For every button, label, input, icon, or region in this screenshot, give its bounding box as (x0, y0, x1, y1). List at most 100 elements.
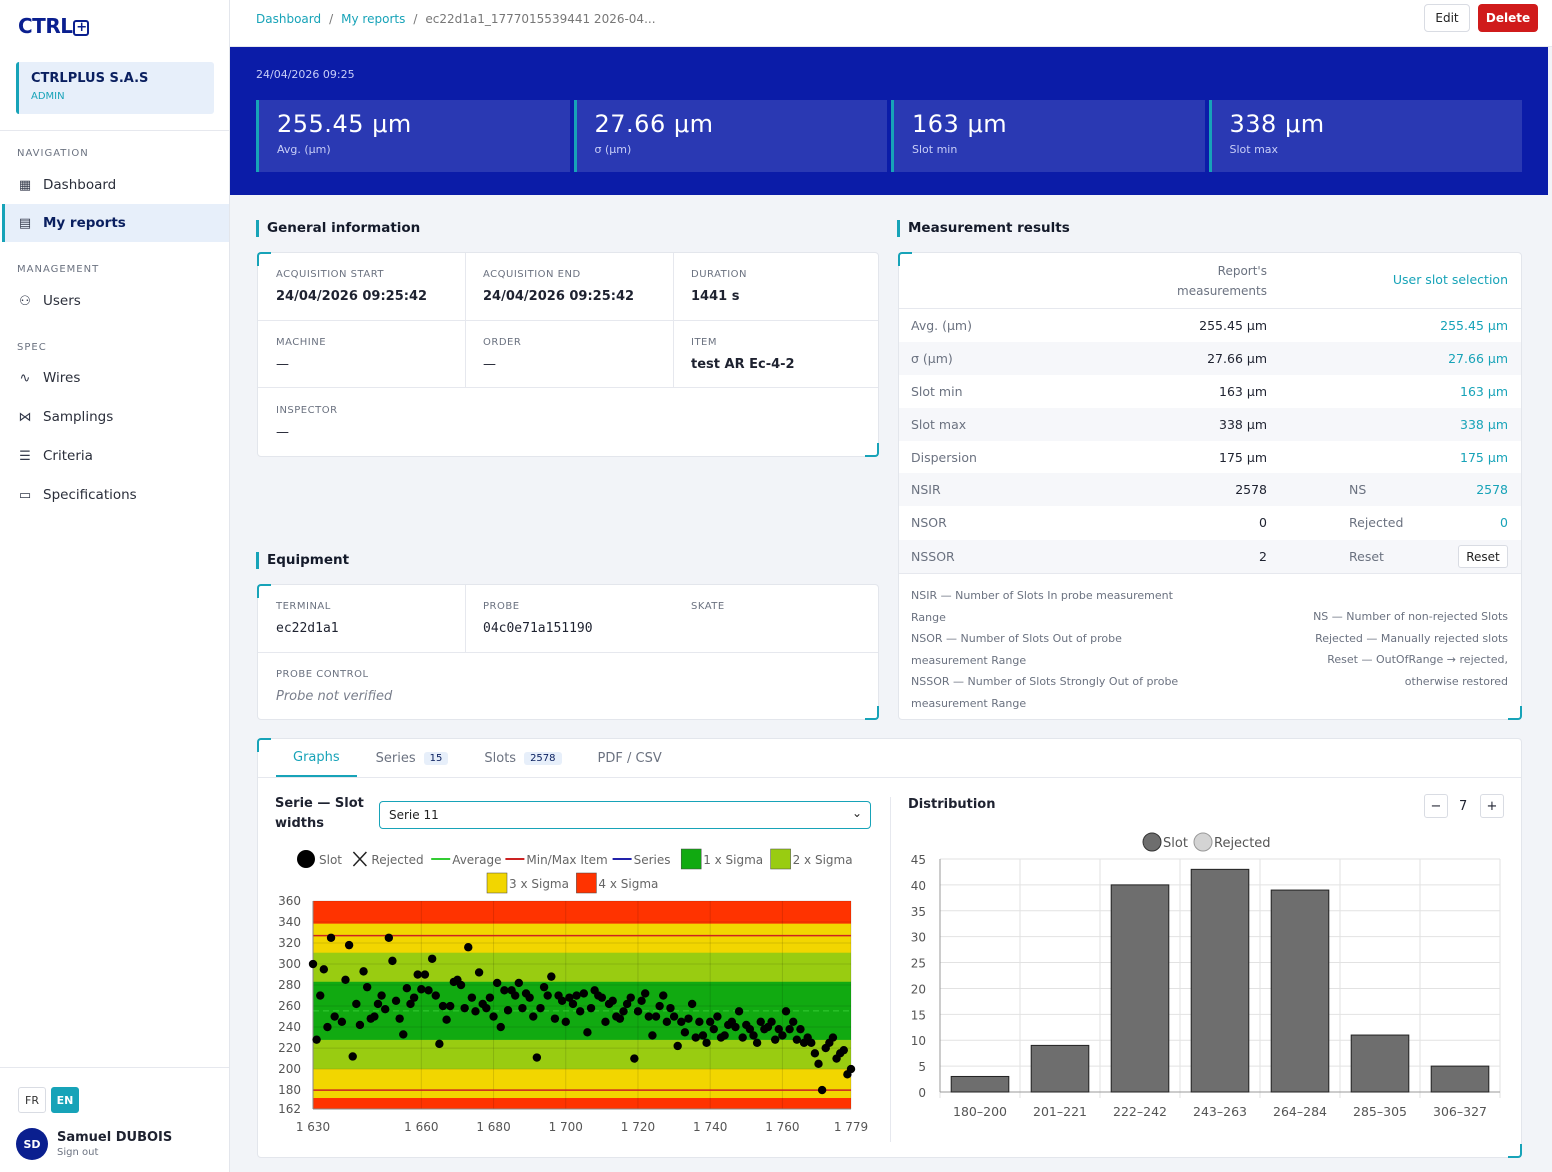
slot-point (738, 1033, 747, 1042)
divider (465, 320, 466, 387)
tab-series[interactable]: Series 15 (359, 739, 466, 777)
organization-role: ADMIN (31, 91, 65, 102)
reset-button[interactable]: Reset (1458, 545, 1508, 568)
y-tick-label: 320 (278, 936, 301, 950)
y-tick-label: 180 (278, 1083, 301, 1097)
legend-sigma-swatch (680, 848, 702, 870)
sidebar-item-dashboard[interactable]: ▦ Dashboard (2, 166, 229, 204)
x-tick-label: 180–200 (953, 1104, 1007, 1119)
slot-point (529, 1012, 538, 1021)
breadcrumb-current: ec22d1a1_1777015539441 2026-04... (425, 12, 656, 26)
y-tick-label: 162 (278, 1102, 301, 1116)
breadcrumb: Dashboard / My reports / ec22d1a1_177701… (256, 12, 656, 26)
slot-point (467, 993, 477, 1002)
probe-control: PROBE CONTROL Probe not verified (258, 653, 410, 720)
slot-point (586, 1003, 596, 1013)
acquisition-end: ACQUISITION END 24/04/2026 09:25:42 (465, 253, 652, 320)
slot-point (370, 1012, 379, 1021)
delete-button[interactable]: Delete (1478, 4, 1538, 32)
distribution-chart: Slot Rejected 45 40 35 30 25 20 15 10 5 0 180–200 201… (911, 832, 1501, 1119)
legend-label: Series (634, 853, 671, 867)
slot-point (644, 1012, 653, 1021)
distribution-bar (1110, 884, 1170, 1093)
x-tick-label: 201–221 (1033, 1104, 1087, 1119)
edit-button[interactable]: Edit (1424, 4, 1470, 32)
legend-entry: NSIR — Number of Slots In probe measurem… (911, 589, 1173, 624)
slot-width-chart: Slot Rejected Average Min/Max Item Series 1 x… (278, 848, 868, 1134)
field-value: — (276, 425, 289, 440)
legend-sigma-swatch (770, 848, 791, 870)
corner-accent (865, 706, 879, 720)
kpi-value: 163 μm (912, 110, 1008, 138)
slot-point (774, 1024, 783, 1034)
sidebar-item-criteria[interactable]: ☰ Criteria (2, 437, 229, 475)
kpi-average: 255.45 μm Avg. (μm) (256, 100, 570, 172)
slot-point (622, 999, 632, 1009)
y-tick-label: 260 (278, 999, 301, 1013)
tab-graphs[interactable]: Graphs (276, 739, 357, 777)
filter-list-icon: ☰ (19, 448, 31, 464)
y-tick-label: 200 (278, 1062, 301, 1076)
avatar[interactable]: SD (16, 1128, 48, 1160)
slot-point (626, 993, 635, 1002)
slot-point (381, 1005, 390, 1014)
field-label: MACHINE (276, 337, 327, 348)
slot-point (362, 982, 372, 992)
step-decrease-button[interactable]: − (1424, 794, 1448, 818)
x-tick-label: 264–284 (1273, 1104, 1327, 1119)
grid-icon: ▦ (18, 177, 32, 193)
field-value: ec22d1a1 (276, 621, 339, 636)
slot-point (355, 1020, 365, 1030)
sidebar-item-wires[interactable]: ∿ Wires (2, 359, 229, 397)
tab-pdf-csv[interactable]: PDF / CSV (581, 739, 679, 777)
tab-slots[interactable]: Slots 2578 (467, 739, 578, 777)
app-logo[interactable]: CTRL + (18, 14, 90, 38)
breadcrumb-dashboard[interactable]: Dashboard (256, 12, 322, 26)
slot-point (377, 991, 386, 1000)
sidebar-item-specifications[interactable]: ▭ Specifications (2, 476, 229, 514)
lang-en-button[interactable]: EN (51, 1087, 79, 1113)
slot-point (442, 1015, 451, 1024)
sidebar-item-label: My reports (43, 215, 126, 231)
language-switch: FR EN (18, 1087, 79, 1113)
breadcrumb-reports[interactable]: My reports (341, 12, 406, 26)
serie-select-label: Serie — Slot widths (275, 796, 364, 831)
slot-point (413, 970, 422, 979)
serie-select[interactable]: Serie 11 ⌄ (379, 801, 871, 829)
sign-out-link[interactable]: Sign out (57, 1147, 99, 1158)
divider (890, 797, 891, 1142)
slot-point (731, 1022, 740, 1032)
sidebar-item-samplings[interactable]: ⋈ Samplings (2, 398, 229, 436)
y-tick-label: 25 (911, 957, 926, 971)
sidebar-item-label: Samplings (43, 409, 114, 425)
slot-point (828, 1033, 838, 1042)
x-tick-label: 306–327 (1433, 1104, 1487, 1119)
slot-point (420, 970, 430, 979)
slot-point (702, 1038, 711, 1048)
sidebar-item-my-reports[interactable]: ▤ My reports (2, 204, 229, 242)
slot-point (539, 982, 549, 992)
slot-point (767, 1017, 776, 1027)
slot-point (792, 1035, 802, 1044)
slot-point (511, 991, 520, 1000)
slot-point (619, 1007, 628, 1016)
organization-card[interactable]: CTRLPLUS S.A.S ADMIN (16, 62, 214, 114)
slot-point (734, 1007, 744, 1016)
kpi-slot-max: 338 μm Slot max (1208, 100, 1522, 172)
x-tick-label: 1 700 (549, 1120, 583, 1134)
user-name: Samuel DUBOIS (57, 1130, 173, 1145)
slot-point (669, 1012, 679, 1021)
legend-rejected-marker (1193, 832, 1213, 852)
slot-point (749, 1031, 758, 1040)
slot-point (514, 978, 524, 988)
slot-point (630, 1054, 639, 1063)
lang-fr-button[interactable]: FR (18, 1087, 46, 1113)
step-increase-button[interactable]: + (1480, 794, 1504, 818)
legend-label: 3 x Sigma (509, 877, 569, 891)
sidebar-item-users[interactable]: ⚇ Users (2, 282, 229, 320)
slot-point (503, 1006, 513, 1015)
legend-label: Slot (319, 853, 342, 867)
y-tick-label: 5 (918, 1060, 926, 1074)
y-tick-label: 40 (911, 879, 926, 893)
legend-key: Rejected (1315, 631, 1363, 645)
